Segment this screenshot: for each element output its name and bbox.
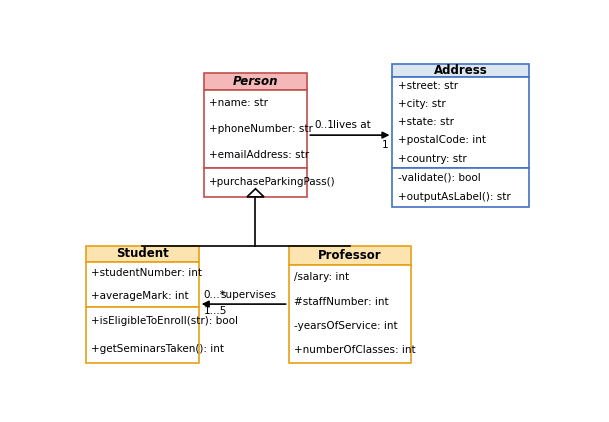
- Bar: [392, 64, 529, 77]
- Text: 1: 1: [382, 140, 389, 150]
- Text: 0...*: 0...*: [203, 290, 225, 300]
- Text: supervises: supervises: [220, 290, 276, 300]
- Bar: [203, 73, 308, 89]
- Bar: [203, 168, 308, 197]
- Polygon shape: [247, 189, 264, 197]
- Text: /salary: int: /salary: int: [294, 272, 350, 282]
- Text: +city: str: +city: str: [398, 99, 446, 109]
- Text: +state: str: +state: str: [398, 117, 454, 127]
- Bar: [85, 246, 199, 262]
- Bar: [85, 262, 199, 307]
- Bar: [289, 246, 411, 265]
- Text: lives at: lives at: [333, 120, 371, 130]
- Text: +country: str: +country: str: [398, 154, 466, 163]
- Text: Person: Person: [233, 75, 278, 88]
- Text: 1...5: 1...5: [203, 306, 227, 316]
- Text: 0..1: 0..1: [314, 120, 334, 130]
- Text: +averageMark: int: +averageMark: int: [91, 291, 189, 301]
- Text: +postalCode: int: +postalCode: int: [398, 135, 486, 145]
- Bar: [392, 168, 529, 207]
- Text: +name: str: +name: str: [209, 97, 268, 108]
- Text: +studentNumber: int: +studentNumber: int: [91, 268, 202, 278]
- Text: +numberOfClasses: int: +numberOfClasses: int: [294, 345, 416, 355]
- Text: +outputAsLabel(): str: +outputAsLabel(): str: [398, 192, 511, 202]
- Text: +getSeminarsTaken(): int: +getSeminarsTaken(): int: [91, 344, 224, 354]
- Text: +purchaseParkingPass(): +purchaseParkingPass(): [209, 177, 336, 187]
- Text: +emailAddress: str: +emailAddress: str: [209, 150, 309, 160]
- Text: Address: Address: [434, 64, 488, 77]
- Text: Professor: Professor: [318, 249, 382, 262]
- Text: #staffNumber: int: #staffNumber: int: [294, 297, 389, 307]
- Bar: [392, 77, 529, 168]
- Bar: [85, 307, 199, 362]
- Text: Student: Student: [116, 247, 169, 260]
- Text: -validate(): bool: -validate(): bool: [398, 172, 481, 182]
- Text: +street: str: +street: str: [398, 81, 458, 91]
- Bar: [203, 89, 308, 168]
- Bar: [289, 265, 411, 362]
- Text: -yearsOfService: int: -yearsOfService: int: [294, 321, 398, 331]
- Text: +phoneNumber: str: +phoneNumber: str: [209, 124, 313, 134]
- Text: +isEligibleToEnroll(str): bool: +isEligibleToEnroll(str): bool: [91, 316, 238, 326]
